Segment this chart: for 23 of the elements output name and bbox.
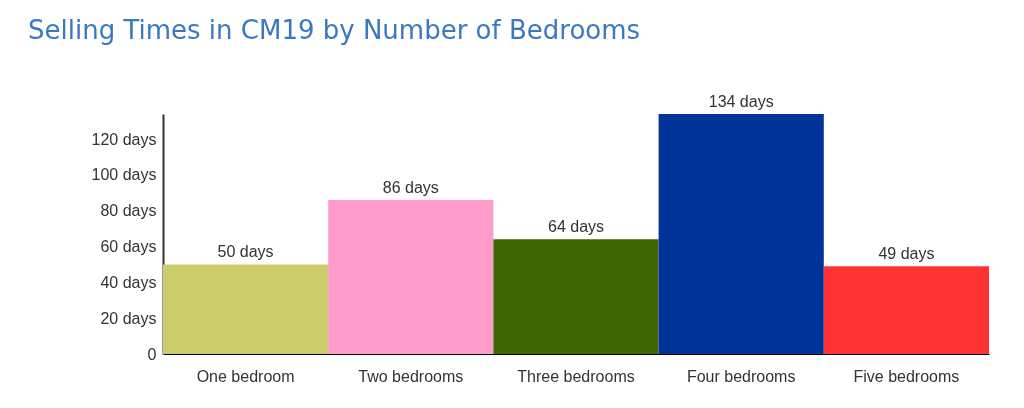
x-tick-label: Five bedrooms — [853, 367, 960, 385]
x-tick-label: Three bedrooms — [517, 367, 635, 385]
y-tick-label: 80 days — [100, 202, 157, 220]
bar — [493, 239, 659, 354]
y-tick-label: 120 days — [91, 130, 157, 148]
x-tick-label: Four bedrooms — [686, 367, 796, 385]
y-tick-label: 20 days — [100, 309, 157, 327]
data-label: 50 days — [217, 243, 274, 261]
x-tick-label: One bedroom — [196, 367, 295, 385]
y-tick-label: 40 days — [100, 273, 157, 291]
data-label: 64 days — [547, 218, 605, 236]
bar — [658, 114, 824, 354]
chart-title: Selling Times in CM19 by Number of Bedrooms — [28, 15, 641, 45]
y-tick-label: 60 days — [100, 238, 157, 256]
bar — [823, 266, 989, 354]
y-tick-label: 100 days — [91, 166, 157, 184]
x-tick-label: Two bedrooms — [358, 367, 464, 385]
data-label: 49 days — [878, 245, 935, 263]
data-label: 134 days — [708, 93, 774, 110]
data-label: 86 days — [382, 178, 439, 196]
bar — [328, 199, 494, 354]
bar — [163, 264, 329, 354]
y-tick-label: 0 — [147, 345, 157, 363]
